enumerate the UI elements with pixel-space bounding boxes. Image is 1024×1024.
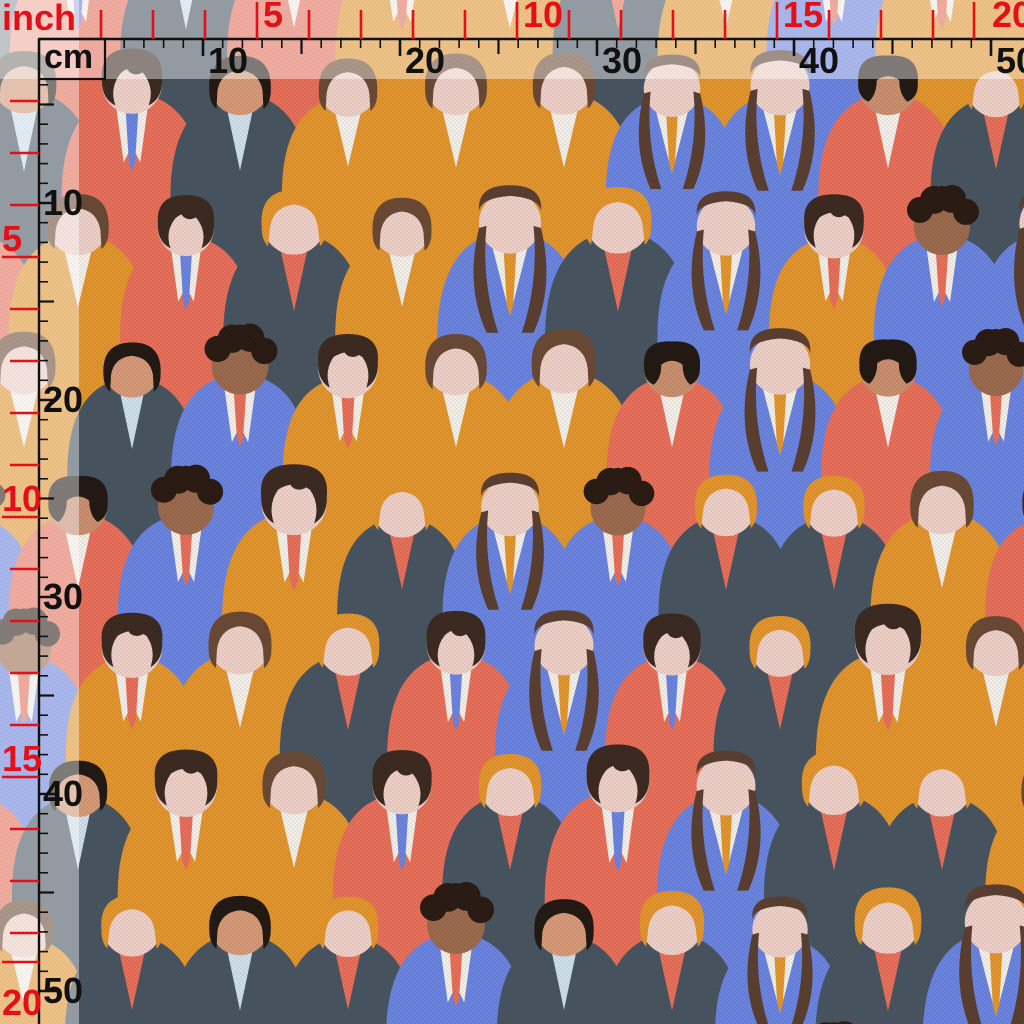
svg-text:cm: cm [44, 38, 93, 76]
svg-text:40: 40 [799, 40, 839, 81]
svg-text:20: 20 [2, 982, 42, 1023]
svg-text:5: 5 [263, 0, 283, 35]
svg-text:10: 10 [43, 182, 83, 223]
svg-text:20: 20 [43, 379, 83, 420]
svg-text:50: 50 [43, 970, 83, 1011]
svg-text:15: 15 [783, 0, 823, 35]
svg-text:30: 30 [602, 40, 642, 81]
svg-text:50: 50 [996, 40, 1024, 81]
svg-text:10: 10 [523, 0, 563, 35]
svg-text:10: 10 [2, 478, 42, 519]
svg-text:30: 30 [43, 576, 83, 617]
svg-text:10: 10 [208, 40, 248, 81]
svg-text:20: 20 [992, 0, 1024, 35]
svg-text:40: 40 [43, 773, 83, 814]
svg-text:5: 5 [2, 218, 22, 259]
svg-text:15: 15 [2, 738, 42, 779]
svg-text:20: 20 [405, 40, 445, 81]
svg-text:inch: inch [2, 0, 76, 38]
